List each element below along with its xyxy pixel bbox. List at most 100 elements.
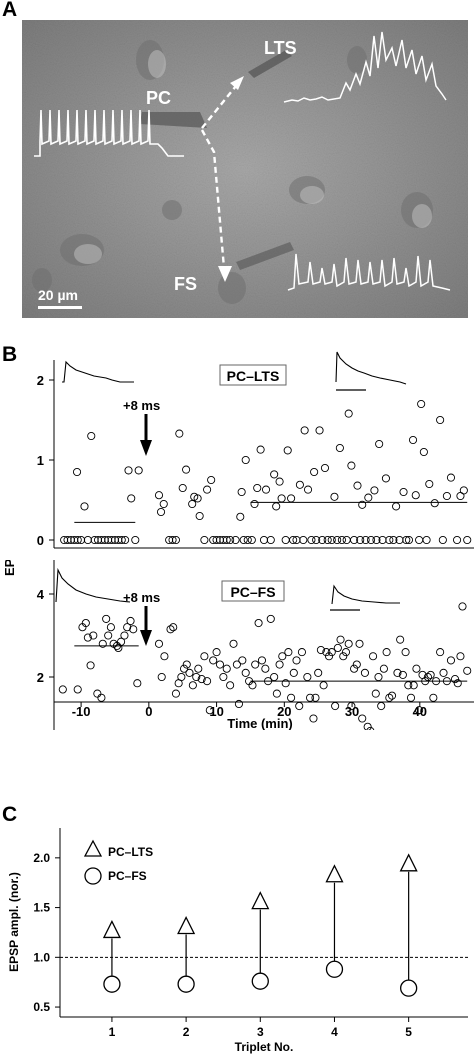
c-lts-triangle <box>177 916 196 935</box>
lts-data-point <box>295 480 304 489</box>
lts-data-point <box>315 426 324 435</box>
fs-data-point <box>387 691 397 700</box>
c-y-ticks: 0.5 1.0 1.5 2.0 <box>33 851 60 1014</box>
fs-data-point <box>251 660 260 669</box>
lts-data-point <box>415 535 424 545</box>
fs-data-point <box>180 664 189 673</box>
fs-data-point <box>93 689 102 698</box>
fs-data-point <box>112 641 122 650</box>
fs-arrow-label: +8 ms <box>123 590 160 605</box>
fs-data-point <box>264 677 273 686</box>
lts-label: LTS <box>264 38 297 58</box>
fs-data-point <box>177 672 186 682</box>
fs-data-point <box>281 679 290 688</box>
time-x-tick-label: 30 <box>345 704 359 719</box>
fs-data-point <box>316 645 325 655</box>
legend-fs-marker <box>84 867 102 885</box>
fs-mean-lines <box>74 645 468 682</box>
lts-data-point <box>243 535 252 545</box>
b-x-axis-label: Time (min) <box>227 716 293 730</box>
lts-data-point <box>277 494 286 503</box>
arrowhead-fs <box>218 266 232 282</box>
fs-data-point <box>309 714 318 723</box>
fs-data-point <box>289 668 298 677</box>
lts-trace <box>283 31 447 103</box>
fs-data-point <box>238 656 247 665</box>
lts-y-tick-label: 1 <box>37 453 44 468</box>
fs-data-point <box>222 664 231 673</box>
fs-data-point <box>415 706 424 715</box>
fs-data-point <box>352 660 361 669</box>
lts-y-tick-label: 2 <box>37 373 44 388</box>
fs-data-point <box>379 664 388 673</box>
lts-data-point <box>402 535 411 545</box>
lts-title-box <box>219 364 287 386</box>
fs-data-point <box>278 652 287 661</box>
fs-data-point <box>450 675 460 684</box>
fs-pipette <box>236 242 294 270</box>
fs-data-point <box>371 689 380 698</box>
c-y-tick-label: 1.0 <box>33 950 50 964</box>
lts-mean-lines <box>74 501 468 523</box>
fs-data-point <box>209 656 218 665</box>
fs-data-point <box>117 637 126 646</box>
lts-inset-trace-before <box>62 360 134 383</box>
lts-data-point <box>353 481 362 490</box>
fs-data-point <box>205 706 214 715</box>
lts-data-point <box>131 535 140 545</box>
fs-data-point <box>194 664 203 673</box>
fs-data-point <box>272 689 281 698</box>
fs-data-point <box>81 618 90 628</box>
fs-data-point <box>322 648 331 657</box>
fs-data-point <box>453 679 462 688</box>
lts-data-point <box>178 483 187 493</box>
lts-data-point <box>266 535 275 545</box>
lts-data-point <box>72 467 82 477</box>
fs-data-point <box>257 656 267 665</box>
c-x-axis-label: Triplet No. <box>235 1040 294 1054</box>
fs-data-point <box>83 633 92 642</box>
scale-bar-label: 20 µm <box>38 287 78 303</box>
lts-data-point <box>253 483 262 493</box>
lts-data-point <box>275 477 284 486</box>
arrow-to-lts <box>201 85 237 129</box>
lts-data-point <box>318 535 327 545</box>
c-x-tick-label: 4 <box>331 1025 338 1039</box>
fs-data-point <box>406 693 416 702</box>
fs-y-tick-label: 2 <box>37 670 44 685</box>
fs-data-point <box>73 685 82 694</box>
fs-title: PC–FS <box>230 584 275 600</box>
lts-data-point <box>188 499 197 509</box>
lts-data-point <box>330 492 339 501</box>
fs-data-point <box>336 635 345 644</box>
lts-data-point <box>124 466 133 475</box>
micrograph-background <box>22 20 468 318</box>
lts-data-point <box>256 445 265 454</box>
lts-data-point <box>333 535 342 545</box>
lts-data-point <box>370 486 379 495</box>
fs-data-point <box>324 652 334 661</box>
panel-b-chart: 012 24 PC–LTS PC–FS +8 ms +8 ms <box>37 351 474 730</box>
c-lts-triangle <box>399 853 418 872</box>
scale-bar <box>38 306 82 309</box>
c-y-axis-label: EPSP ampl. (nor.) <box>7 872 21 972</box>
fs-data-point <box>102 614 111 623</box>
lts-data-point <box>247 535 256 545</box>
micrograph-panel: PC LTS FS 20 µm <box>22 20 468 318</box>
fs-data-point <box>192 672 201 682</box>
lts-data-point <box>83 535 92 545</box>
fs-data-point <box>319 681 328 690</box>
fs-data-point <box>166 625 175 634</box>
fs-data-point <box>456 652 465 661</box>
c-fs-circle <box>251 972 269 990</box>
fs-data-point <box>212 648 221 657</box>
c-fs-circle <box>325 960 344 978</box>
fs-data-point <box>442 677 451 686</box>
lts-data-point <box>310 467 319 477</box>
fs-data-point <box>160 652 169 661</box>
lts-data-point <box>364 493 373 502</box>
lts-title: PC–LTS <box>227 368 280 384</box>
time-x-tick-label: 0 <box>145 704 152 719</box>
lts-data-point <box>226 535 235 545</box>
lts-data-point <box>356 535 365 545</box>
